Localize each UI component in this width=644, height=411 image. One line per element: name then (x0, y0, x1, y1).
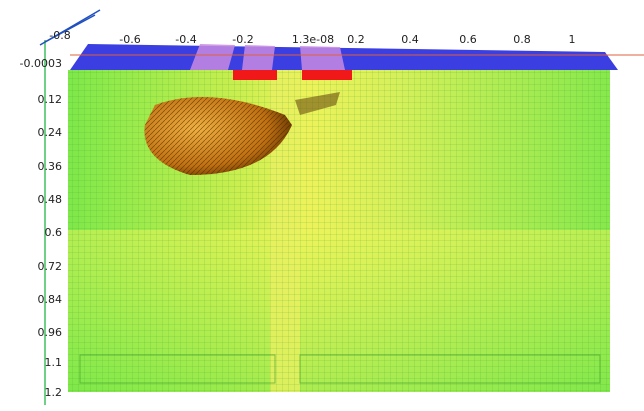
left-axis-label: 0.36 (38, 160, 63, 173)
top-axis-label: 0.4 (401, 33, 419, 46)
top-axis-label: -0.4 (175, 33, 196, 46)
visualization: -0.8 -0.6 -0.4 -0.2 1.3e-08 0.2 0.4 0.6 0.8 1 -0.… (0, 0, 644, 411)
top-axis-label: -0.8 (49, 29, 70, 42)
left-axis-label: 0.6 (45, 226, 63, 239)
top-axis-label: -0.6 (119, 33, 140, 46)
top-axis-label: 0.2 (347, 33, 365, 46)
left-axis-label: 0.84 (38, 293, 63, 306)
left-axis-label: 0.96 (38, 326, 63, 339)
left-axis-label: 0.24 (38, 126, 63, 139)
left-axis-label: 0.48 (38, 193, 63, 206)
top-axis-label: 0.6 (459, 33, 477, 46)
left-axis-label: -0.0003 (20, 57, 62, 70)
top-axis-label: 1 (569, 33, 576, 46)
left-axis-label: 1.2 (45, 386, 63, 399)
left-axis-label: 0.12 (38, 93, 63, 106)
top-axis-label: 1.3e-08 (292, 33, 334, 46)
left-axis-label: 1.1 (45, 356, 63, 369)
left-axis-label: 0.72 (38, 260, 63, 273)
top-axis-label: -0.2 (232, 33, 253, 46)
top-axis-label: 0.8 (513, 33, 531, 46)
